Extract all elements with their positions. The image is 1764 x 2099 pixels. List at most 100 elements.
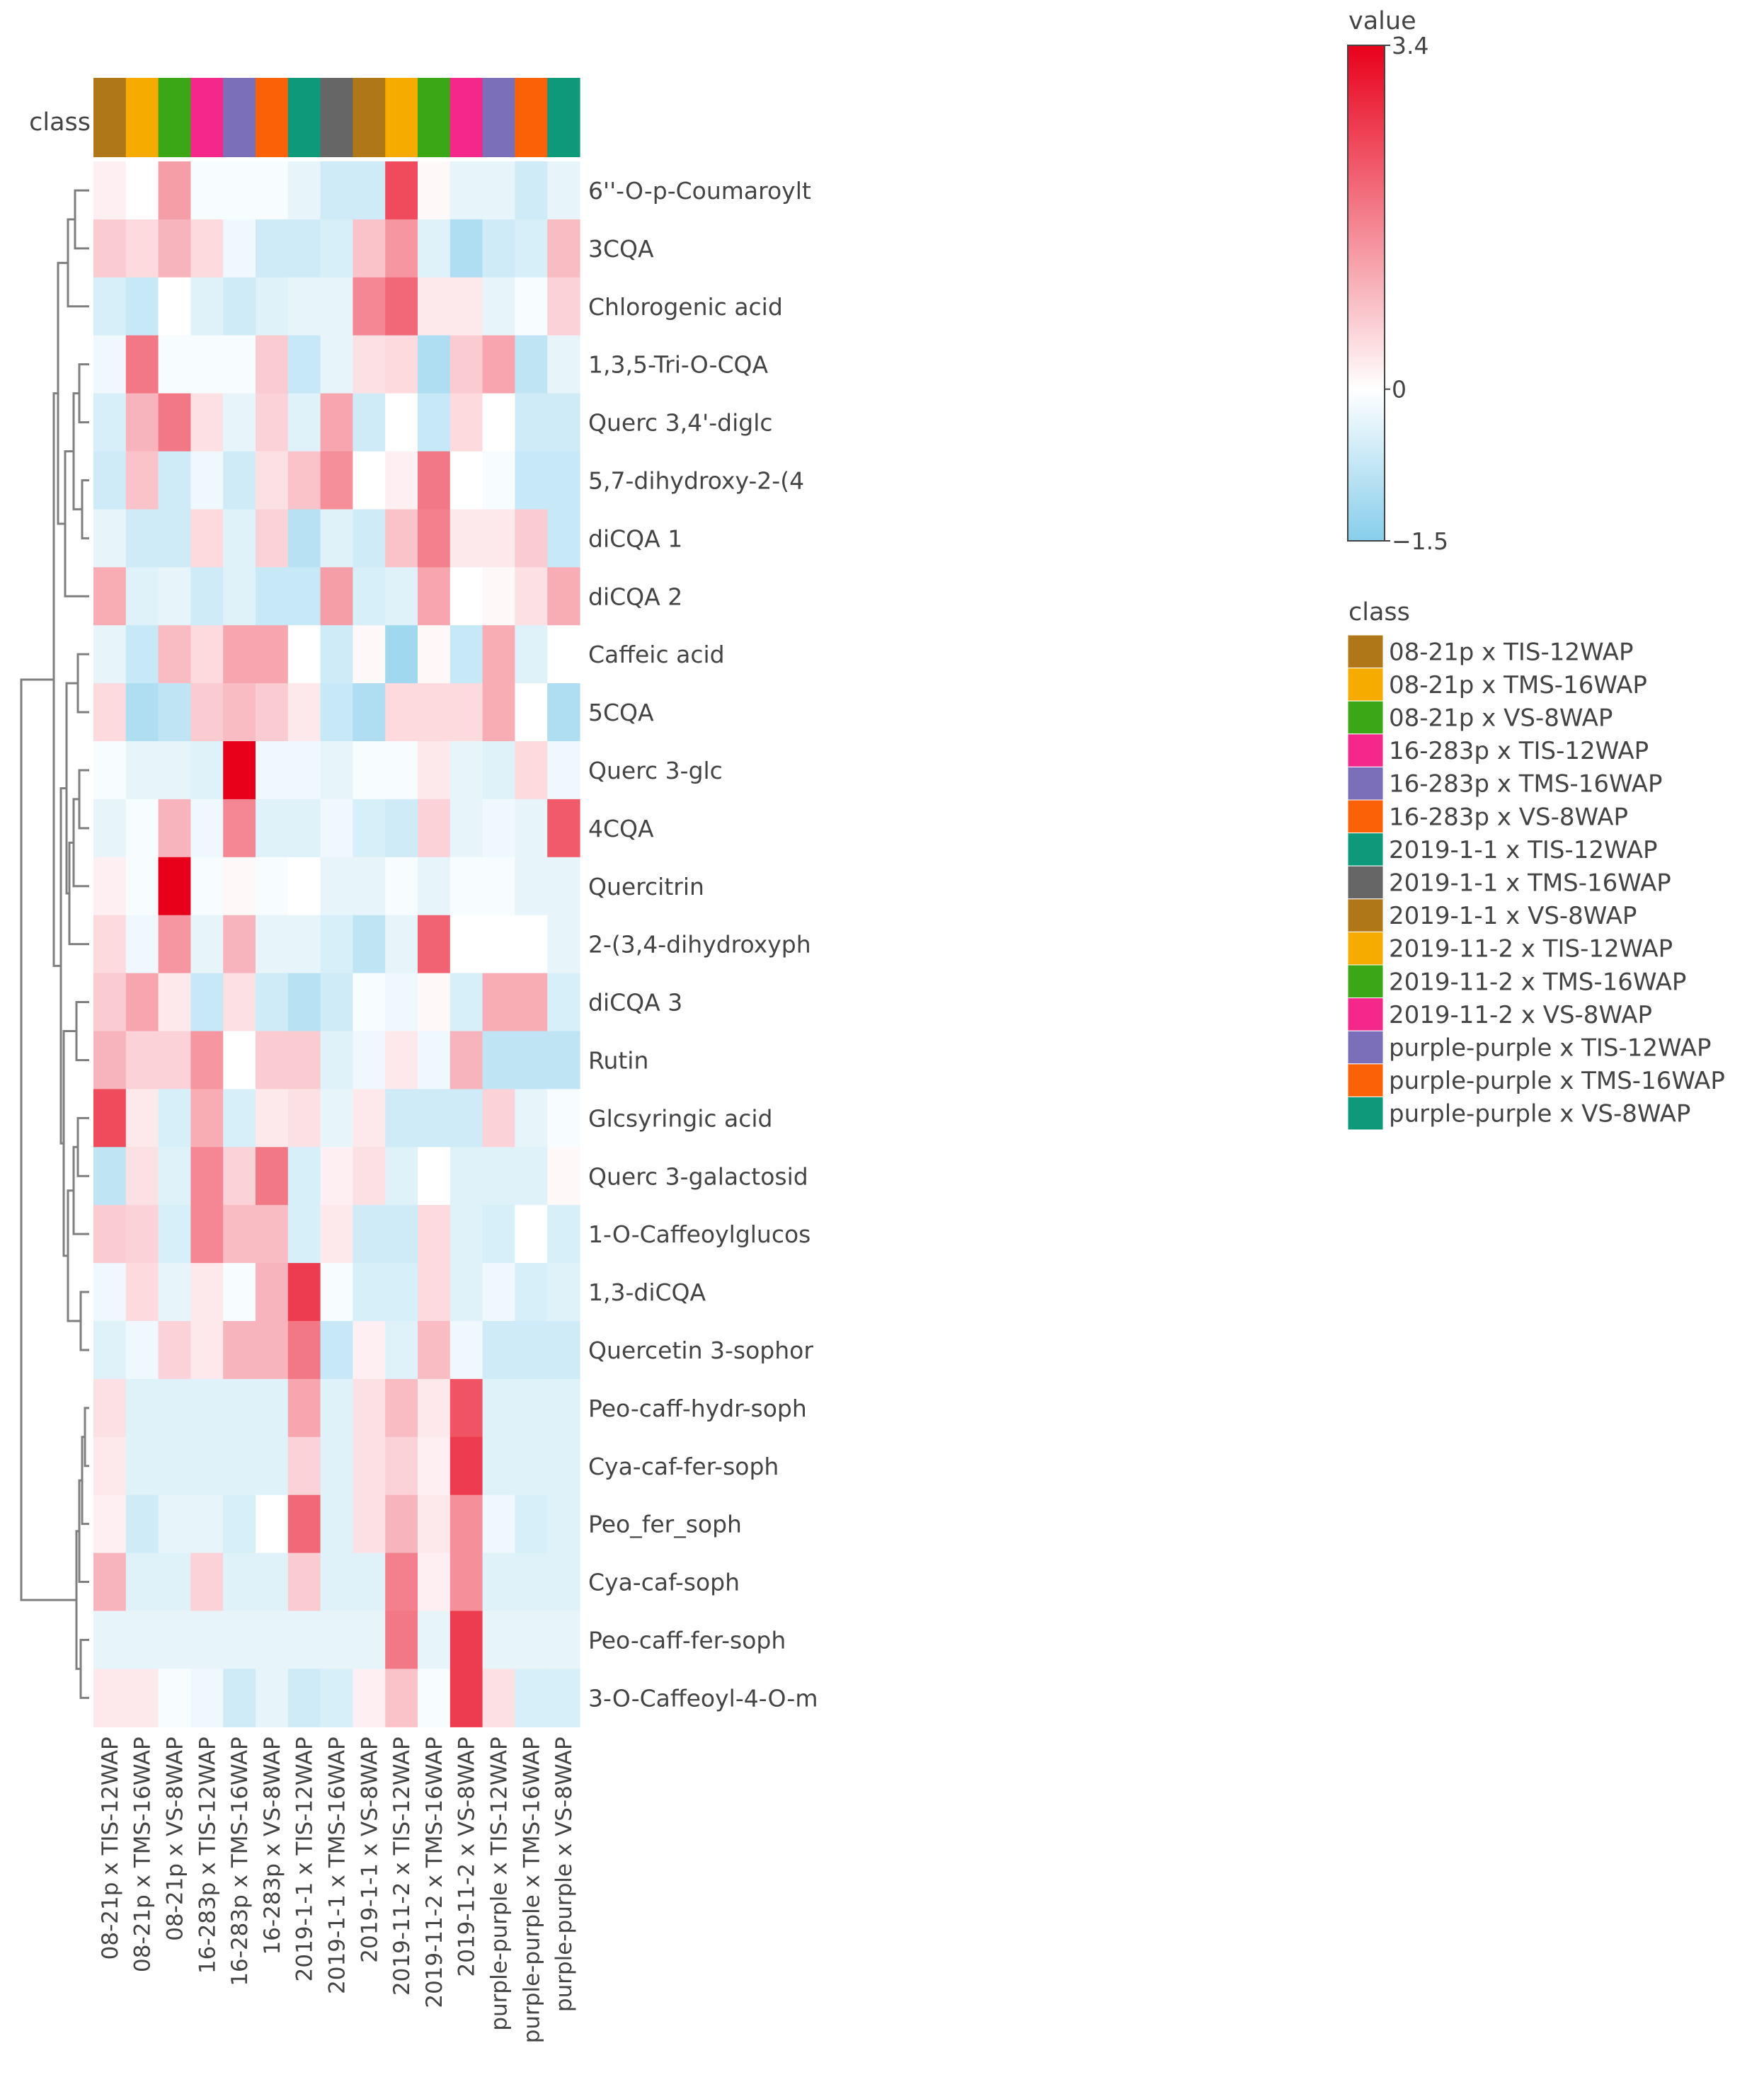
heatmap-cell (353, 973, 386, 1032)
row-label: Querc 3-galactosid (588, 1162, 808, 1190)
heatmap-cell (223, 1263, 256, 1322)
heatmap-cell (449, 625, 483, 684)
heatmap-cell (418, 683, 451, 742)
heatmap-cell (158, 915, 191, 974)
heatmap-cell (547, 741, 580, 800)
row-label: 2-(3,4-dihydroxyph (588, 931, 811, 959)
heatmap-cell (125, 915, 159, 974)
heatmap-cell (515, 973, 548, 1032)
heatmap-cell (547, 625, 580, 684)
heatmap-cell (547, 1205, 580, 1264)
heatmap-cell (547, 973, 580, 1032)
heatmap-cell (158, 161, 191, 220)
heatmap-cell (287, 1321, 321, 1380)
legend-swatch (1347, 964, 1384, 999)
class-axis-label: class (29, 108, 91, 137)
heatmap-cell (547, 1611, 580, 1669)
row-label: 3CQA (588, 235, 654, 263)
heatmap-cell (223, 1611, 256, 1669)
heatmap-cell (190, 567, 224, 626)
row-label: Peo-caff-hydr-soph (588, 1395, 807, 1422)
heatmap-cell (93, 857, 127, 916)
row-label: Peo_fer_soph (588, 1511, 742, 1538)
row-label: Cya-caf-fer-soph (588, 1453, 779, 1480)
heatmap-cell (158, 393, 191, 452)
heatmap-cell (287, 1205, 321, 1264)
heatmap-cell (353, 567, 386, 626)
heatmap-cell (256, 393, 289, 452)
legend-label: 2019-11-2 x VS-8WAP (1389, 1001, 1652, 1029)
heatmap-cell (385, 161, 418, 220)
heatmap-cell (223, 393, 256, 452)
heatmap-cell (190, 857, 224, 916)
heatmap-cell (190, 1494, 224, 1554)
heatmap-cell (93, 1031, 127, 1089)
heatmap-cell (515, 1205, 548, 1264)
heatmap-cell (256, 219, 289, 278)
heatmap-cell (353, 915, 386, 974)
heatmap-cell (515, 219, 548, 278)
heatmap-cell (125, 509, 159, 568)
heatmap-cell (482, 799, 515, 858)
heatmap-cell (223, 683, 256, 742)
heatmap-cell (385, 1089, 418, 1148)
heatmap-cell (190, 1436, 224, 1496)
heatmap-cell (320, 335, 353, 394)
legend-swatch (1347, 865, 1384, 900)
legend-swatch (1347, 799, 1384, 834)
heatmap-cell (418, 799, 451, 858)
heatmap-cell (547, 1321, 580, 1380)
heatmap-cell (256, 1436, 289, 1496)
heatmap-cell (515, 1263, 548, 1322)
heatmap-cell (93, 277, 127, 336)
heatmap-cell (125, 1494, 159, 1554)
heatmap-cell (547, 161, 580, 220)
heatmap-cell (482, 1147, 515, 1206)
heatmap-cell (93, 161, 127, 220)
heatmap-cell (223, 1494, 256, 1554)
legend-label: 16-283p x TMS-16WAP (1389, 770, 1662, 799)
heatmap-cell (125, 1263, 159, 1322)
heatmap-cell (223, 915, 256, 974)
heatmap-cell (515, 451, 548, 510)
legend-swatch (1347, 997, 1384, 1031)
heatmap-cell (320, 1263, 353, 1322)
heatmap-cell (125, 1205, 159, 1264)
column-label: 2019-1-1 x VS-8WAP (357, 1737, 382, 1962)
heatmap-cell (353, 799, 386, 858)
column-label: 2019-11-2 x VS-8WAP (454, 1737, 480, 1977)
heatmap-cell (353, 1205, 386, 1264)
heatmap-cell (418, 1611, 451, 1669)
heatmap-cell (449, 567, 483, 626)
dendrogram-branch (20, 678, 76, 1601)
heatmap-cell (256, 1031, 289, 1089)
heatmap-cell (158, 1436, 191, 1496)
legend-label: 2019-1-1 x TMS-16WAP (1389, 869, 1671, 898)
legend-label: 16-283p x VS-8WAP (1389, 803, 1628, 831)
heatmap-cell (158, 741, 191, 800)
legend-label: 2019-11-2 x TMS-16WAP (1389, 968, 1686, 996)
heatmap-cell (482, 277, 515, 336)
legend-label: 16-283p x TIS-12WAP (1389, 737, 1649, 765)
column-label: purple-purple x TIS-12WAP (487, 1737, 512, 2030)
heatmap-cell (515, 335, 548, 394)
legend-label: 08-21p x TIS-12WAP (1389, 638, 1634, 666)
heatmap-cell (385, 625, 418, 684)
heatmap-cell (125, 335, 159, 394)
heatmap-cell (353, 1552, 386, 1612)
heatmap-cell (515, 1494, 548, 1554)
heatmap-cell (256, 1089, 289, 1148)
heatmap-cell (482, 335, 515, 394)
heatmap-cell (385, 1611, 418, 1669)
heatmap-cell (353, 1436, 386, 1496)
column-label: 08-21p x VS-8WAP (163, 1737, 188, 1940)
heatmap-cell (320, 1031, 353, 1089)
heatmap-cell (223, 219, 256, 278)
heatmap-cell (418, 915, 451, 974)
heatmap-cell (547, 1552, 580, 1612)
heatmap-cell (320, 1378, 353, 1438)
heatmap-cell (320, 683, 353, 742)
heatmap-cell (482, 857, 515, 916)
row-label: 4CQA (588, 815, 654, 842)
heatmap-cell (385, 857, 418, 916)
